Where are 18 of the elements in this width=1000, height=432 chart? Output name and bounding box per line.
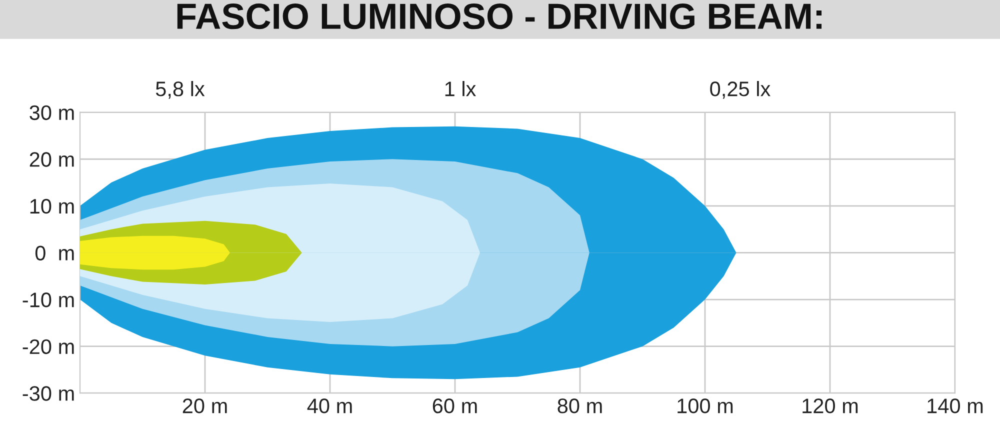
y-tick-label: -10 m <box>22 292 74 308</box>
y-tick-label: 20 m <box>30 152 74 167</box>
x-tick-label: 140 m <box>928 398 983 414</box>
x-tick-label: 80 m <box>558 398 602 414</box>
chart-title: FASCIO LUMINOSO - DRIVING BEAM: <box>177 4 822 30</box>
x-tick-label: 60 m <box>432 398 477 414</box>
x-tick-label: 100 m <box>678 398 733 414</box>
text: 5,8 lx <box>156 81 205 99</box>
text: 0,25 lx <box>710 81 770 99</box>
y-tick-label: 10 m <box>30 198 74 214</box>
y-tick-label: -20 m <box>22 339 74 354</box>
x-tick-label: 120 m <box>802 398 858 414</box>
y-tick-label: 30 m <box>30 105 74 120</box>
x-tick-label: 20 m <box>182 398 227 414</box>
y-tick-label: -30 m <box>22 386 74 401</box>
x-tick-label: 40 m <box>307 398 352 414</box>
text: 1 lx <box>445 81 476 96</box>
y-tick-label: 0 m <box>35 246 74 260</box>
